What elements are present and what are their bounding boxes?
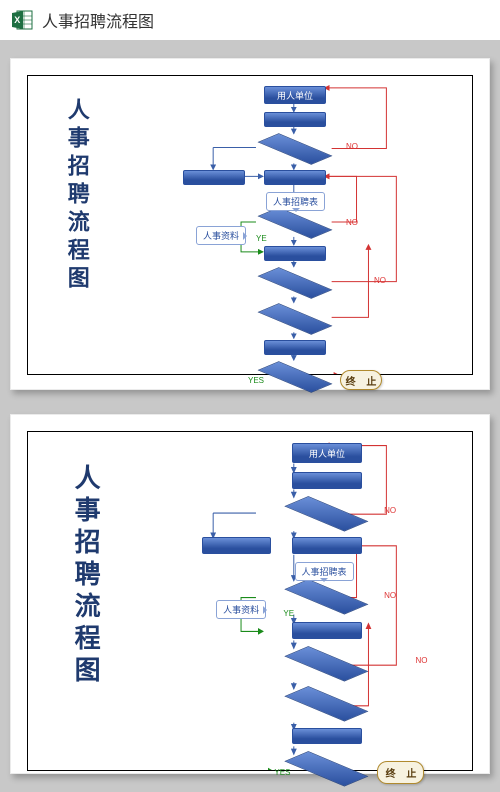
flow-node-n1: 用人单位 bbox=[264, 86, 326, 104]
flow-node-d5 bbox=[284, 752, 369, 786]
flow-node-n4 bbox=[264, 170, 326, 185]
flowchart-canvas-2: 人事招聘流程图 用人单位人事招聘表人事资料NONONOYEYES终 止 bbox=[27, 431, 473, 771]
flow-node-n5 bbox=[292, 622, 361, 639]
flow-node-n2 bbox=[292, 472, 361, 489]
edge-label-no: NO bbox=[374, 276, 386, 285]
flow-node-d4 bbox=[257, 304, 333, 334]
page-2: 人事招聘流程图 用人单位人事招聘表人事资料NONONOYEYES终 止 bbox=[10, 414, 490, 774]
page-list: 人事招聘流程图 用人单位人事招聘表人事资料NONONOYEYES终 止 人事招聘… bbox=[0, 40, 500, 792]
flow-node-n1: 用人单位 bbox=[292, 443, 361, 463]
edge-label-no: NO bbox=[346, 218, 358, 227]
flow-node-d3 bbox=[257, 268, 333, 298]
callout-form: 人事招聘表 bbox=[295, 562, 354, 581]
callout-form: 人事招聘表 bbox=[266, 192, 325, 211]
page-1: 人事招聘流程图 用人单位人事招聘表人事资料NONONOYEYES终 止 bbox=[10, 58, 490, 390]
edge-label-yes_short: YE bbox=[256, 234, 267, 243]
flowchart-2: 用人单位人事招聘表人事资料NONONOYEYES终 止 bbox=[28, 432, 472, 770]
flow-node-n6 bbox=[264, 340, 326, 355]
flow-node-n3 bbox=[183, 170, 245, 185]
flow-node-d1 bbox=[284, 497, 369, 531]
flow-node-n2 bbox=[264, 112, 326, 127]
flow-node-n4 bbox=[292, 537, 361, 554]
header-title: 人事招聘流程图 bbox=[42, 8, 154, 32]
flowchart-canvas: 人事招聘流程图 用人单位人事招聘表人事资料NONONOYEYES终 止 bbox=[27, 75, 473, 375]
flow-node-d1 bbox=[257, 134, 333, 164]
flow-node-n5 bbox=[264, 246, 326, 261]
flow-node-d4 bbox=[284, 687, 369, 721]
flow-node-d5 bbox=[257, 362, 333, 392]
edge-label-no: NO bbox=[346, 142, 358, 151]
edge-label-yes: YES bbox=[248, 376, 264, 385]
terminator: 终 止 bbox=[340, 370, 382, 390]
flowchart: 用人单位人事招聘表人事资料NONONOYEYES终 止 bbox=[28, 76, 472, 374]
edge-label-yes_short: YE bbox=[283, 609, 294, 618]
edge-label-no: NO bbox=[416, 656, 428, 665]
flow-node-n6 bbox=[292, 728, 361, 745]
edge-label-no: NO bbox=[384, 506, 396, 515]
terminator: 终 止 bbox=[377, 761, 424, 783]
app-header: X 人事招聘流程图 bbox=[0, 0, 500, 40]
svg-text:X: X bbox=[14, 15, 20, 25]
callout-material: 人事资料 bbox=[196, 226, 246, 245]
flow-node-n3 bbox=[202, 537, 271, 554]
excel-icon: X bbox=[10, 8, 34, 32]
flow-node-d3 bbox=[284, 647, 369, 681]
edge-label-no: NO bbox=[384, 591, 396, 600]
edge-label-yes: YES bbox=[274, 768, 290, 777]
callout-material: 人事资料 bbox=[216, 600, 266, 619]
